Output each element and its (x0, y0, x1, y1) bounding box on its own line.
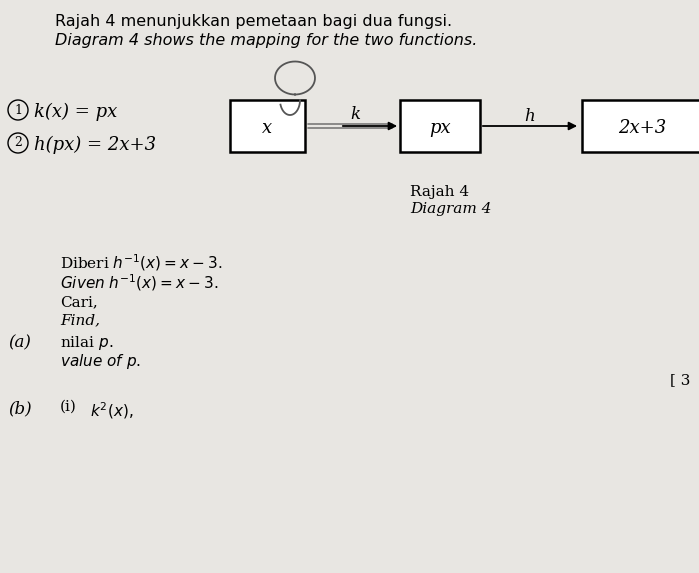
Text: $\mathit{Given}$ $\mathit{h}^{-1}\mathit{(x)=x-3.}$: $\mathit{Given}$ $\mathit{h}^{-1}\mathit… (60, 272, 218, 293)
Text: Diberi $h^{-1}(x)=x-3$.: Diberi $h^{-1}(x)=x-3$. (60, 252, 222, 273)
Text: x: x (262, 119, 273, 137)
Text: 2: 2 (14, 136, 22, 150)
Text: Rajah 4: Rajah 4 (410, 185, 469, 199)
Text: k: k (350, 106, 360, 123)
Text: (b): (b) (8, 400, 31, 417)
Text: 2x+3: 2x+3 (618, 119, 666, 137)
Bar (400, 100, 480, 152)
Text: px: px (429, 119, 451, 137)
Text: Diagram 4 shows the mapping for the two functions.: Diagram 4 shows the mapping for the two … (55, 33, 477, 48)
Text: Diagram 4: Diagram 4 (410, 202, 491, 216)
Text: $\mathit{value\ of\ p.}$: $\mathit{value\ of\ p.}$ (60, 352, 141, 371)
Text: nilai $p.$: nilai $p.$ (60, 334, 113, 352)
Bar (582, 100, 699, 152)
Text: (a): (a) (8, 334, 31, 351)
Text: 1: 1 (14, 104, 22, 116)
Text: k(x) = px: k(x) = px (34, 103, 117, 121)
Text: Find,: Find, (60, 313, 100, 327)
Text: h: h (525, 108, 535, 125)
Bar (230, 100, 305, 152)
Text: Cari,: Cari, (60, 295, 98, 309)
Text: Rajah 4 menunjukkan pemetaan bagi dua fungsi.: Rajah 4 menunjukkan pemetaan bagi dua fu… (55, 14, 452, 29)
Text: h(px) = 2x+3: h(px) = 2x+3 (34, 136, 156, 154)
Text: [ 3: [ 3 (670, 373, 691, 387)
Text: (i): (i) (60, 400, 77, 414)
Text: $k^2(x),$: $k^2(x),$ (90, 400, 134, 421)
